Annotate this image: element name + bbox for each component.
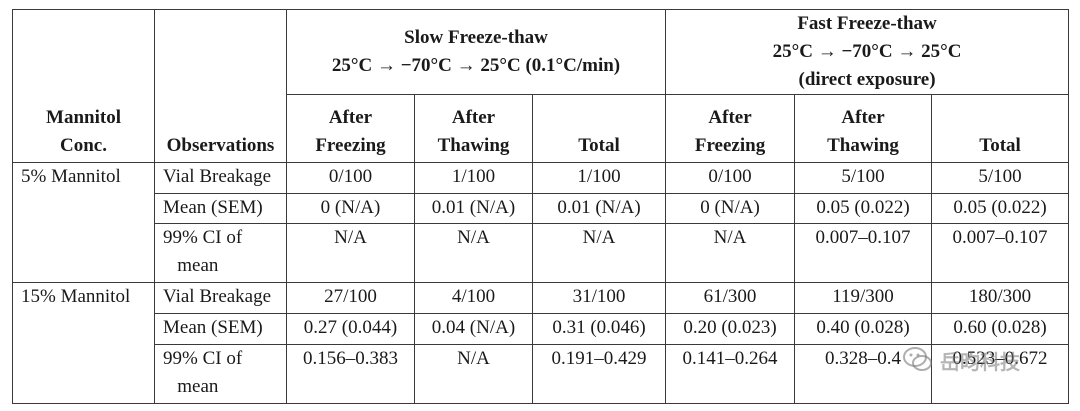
value-cell: N/A xyxy=(414,343,533,405)
value-cell: 5/100 xyxy=(794,162,933,194)
watermark-text: 岳昀科技 xyxy=(940,349,1020,374)
observation-cell: 99% CI of mean xyxy=(154,223,287,284)
header-fast-total: Total xyxy=(931,94,1070,163)
value-cell: 0.20 (0.023) xyxy=(665,313,796,345)
value-cell: 0.01 (N/A) xyxy=(531,192,667,225)
value-cell: 0 (N/A) xyxy=(286,192,415,225)
value-cell: 0.191–0.429 xyxy=(531,343,667,405)
observation-cell: Vial Breakage xyxy=(154,162,287,194)
data-table: Mannitol Conc. Observations Slow Freeze-t… xyxy=(12,9,1070,405)
value-cell: 27/100 xyxy=(286,282,415,315)
value-cell: 0 (N/A) xyxy=(665,192,796,225)
mannitol-conc-cell: 5% Mannitol xyxy=(12,161,155,284)
value-cell: 0.007–0.107 xyxy=(931,223,1070,284)
header-mannitol-conc: Mannitol Conc. xyxy=(12,9,155,163)
table-row: 15% Mannitol Vial Breakage 27/100 4/100 … xyxy=(12,282,1070,404)
value-cell: 0.04 (N/A) xyxy=(414,313,533,345)
observation-cell: Mean (SEM) xyxy=(154,192,287,225)
value-cell: N/A xyxy=(414,223,533,284)
value-cell: 0.156–0.383 xyxy=(286,343,415,405)
header-slow-after-freezing: After Freezing xyxy=(286,94,415,163)
value-cell: 0.328–0.4 xyxy=(794,343,933,405)
value-cell: 1/100 xyxy=(531,162,667,194)
observation-cell: Mean (SEM) xyxy=(154,313,287,345)
value-cell: 119/300 xyxy=(794,282,933,315)
value-cell: 0.31 (0.046) xyxy=(531,313,667,345)
value-cell: 0.007–0.107 xyxy=(794,223,933,284)
header-slow-total: Total xyxy=(531,94,667,163)
value-cell: 0.60 (0.028) xyxy=(931,313,1070,345)
header-slow-freeze-thaw: Slow Freeze-thaw 25°C → −70°C → 25°C (0.1… xyxy=(285,9,667,95)
value-cell: 1/100 xyxy=(414,162,533,194)
header-fast-after-freezing: After Freezing xyxy=(665,94,796,163)
value-cell: 5/100 xyxy=(931,162,1070,194)
value-cell: N/A xyxy=(665,223,796,284)
header-fast-after-thawing: After Thawing xyxy=(794,94,933,163)
table-row: 99% CI of mean 0.156–0.383 N/A 0.191–0.4… xyxy=(13,343,1070,405)
table-row: Mean (SEM) 0 (N/A) 0.01 (N/A) 0.01 (N/A)… xyxy=(13,192,1070,225)
value-cell: N/A xyxy=(531,223,667,284)
header-slow-after-thawing: After Thawing xyxy=(414,94,533,163)
value-cell: 61/300 xyxy=(665,282,796,315)
value-cell: 0.01 (N/A) xyxy=(414,192,533,225)
table-row: 5% Mannitol Vial Breakage 0/100 1/100 1/… xyxy=(12,161,1070,284)
value-cell: 0.05 (0.022) xyxy=(931,192,1070,225)
value-cell: N/A xyxy=(286,223,415,284)
header-observations: Observations xyxy=(154,9,287,163)
table-row: 99% CI of mean N/A N/A N/A N/A 0.007–0.1… xyxy=(13,223,1070,284)
value-cell: 0.141–0.264 xyxy=(665,343,796,405)
value-cell: 180/300 xyxy=(931,282,1070,315)
value-cell: 0.40 (0.028) xyxy=(794,313,933,345)
header-fast-freeze-thaw: Fast Freeze-thaw 25°C → −70°C → 25°C (dire… xyxy=(665,9,1070,95)
value-cell: 0.05 (0.022) xyxy=(794,192,933,225)
value-cell: 0/100 xyxy=(286,162,415,194)
mannitol-conc-cell: 15% Mannitol xyxy=(12,282,155,404)
value-cell: 0.27 (0.044) xyxy=(286,313,415,345)
value-cell: 0/100 xyxy=(665,162,796,194)
value-cell: 0.523–0.672 xyxy=(931,343,1070,405)
wechat-icon xyxy=(903,347,932,371)
observation-cell: Vial Breakage xyxy=(154,282,287,315)
watermark: 岳昀科技 xyxy=(902,340,1052,380)
value-cell: 31/100 xyxy=(531,282,667,315)
value-cell: 4/100 xyxy=(414,282,533,315)
observation-cell: 99% CI of mean xyxy=(154,343,287,405)
